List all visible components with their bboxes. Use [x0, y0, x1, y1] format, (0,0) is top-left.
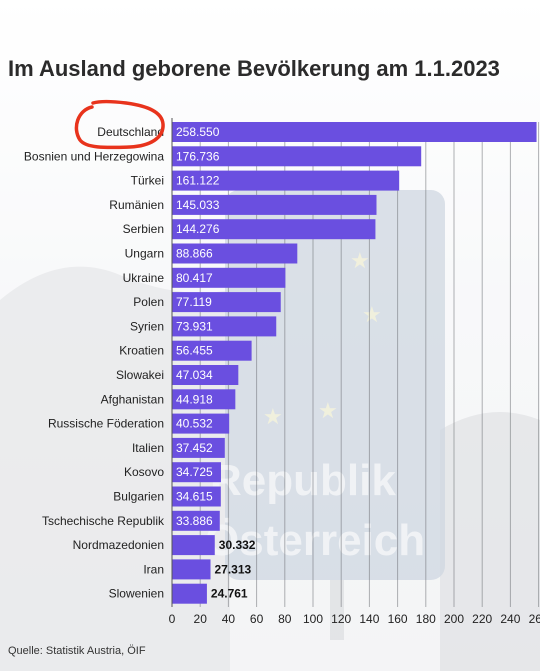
- category-label: Russische Föderation: [48, 417, 164, 431]
- x-tick-label: 120: [331, 612, 351, 626]
- sign-text-line2: Österreich: [205, 516, 425, 565]
- x-tick-label: 60: [250, 612, 264, 626]
- bar: [172, 510, 220, 531]
- category-label: Deutschland: [97, 125, 164, 139]
- category-label: Slowenien: [109, 587, 164, 601]
- bar: [172, 170, 400, 191]
- x-tick-label: 220: [472, 612, 492, 626]
- value-label: 176.736: [176, 149, 220, 163]
- x-tick-label: 80: [278, 612, 292, 626]
- category-label: Ungarn: [125, 247, 164, 261]
- category-label: Bulgarien: [113, 490, 164, 504]
- value-label: 88.866: [176, 247, 213, 261]
- x-tick-label: 20: [194, 612, 208, 626]
- x-tick-label: 240: [500, 612, 520, 626]
- value-label: 37.452: [176, 441, 213, 455]
- value-label: 77.119: [176, 295, 212, 309]
- category-label: Rumänien: [109, 198, 164, 212]
- value-label: 56.455: [176, 344, 213, 358]
- category-label: Türkei: [131, 174, 164, 188]
- bar: [172, 365, 239, 385]
- x-tick-label: 0: [169, 612, 176, 626]
- x-tick-label: 260: [529, 612, 540, 626]
- sign-star-icon: ★: [263, 404, 283, 429]
- category-label: Italien: [132, 441, 164, 455]
- value-label: 80.417: [176, 271, 213, 285]
- category-label: Slowakei: [116, 368, 164, 382]
- value-label: 258.550: [176, 125, 220, 139]
- value-label: 34.615: [176, 490, 213, 504]
- bar: [172, 583, 207, 604]
- category-label: Syrien: [130, 319, 164, 333]
- bar: [172, 292, 281, 313]
- x-tick-label: 200: [444, 612, 464, 626]
- x-tick-label: 180: [416, 612, 436, 626]
- bar: [172, 146, 422, 167]
- bar: [172, 486, 221, 507]
- x-tick-label: 40: [222, 612, 236, 626]
- bar: [172, 535, 215, 556]
- value-label: 161.122: [176, 174, 220, 188]
- source-note: Quelle: Statistik Austria, ÖIF: [8, 645, 146, 657]
- bar: [172, 389, 236, 410]
- bar: [172, 559, 211, 580]
- chart-title: Im Ausland geborene Bevölkerung am 1.1.2…: [8, 56, 500, 81]
- value-label: 33.886: [176, 514, 213, 528]
- category-label: Bosnien und Herzegowina: [24, 149, 164, 163]
- bar: [172, 413, 230, 434]
- x-tick-label: 100: [303, 612, 323, 626]
- sign-star-icon: ★: [318, 398, 338, 423]
- x-tick-label: 160: [388, 612, 408, 626]
- value-label: 27.313: [215, 562, 252, 576]
- value-label: 24.761: [211, 587, 248, 601]
- value-label: 47.034: [176, 368, 213, 382]
- category-label: Kroatien: [119, 344, 164, 358]
- bar: [172, 122, 537, 142]
- bar: [172, 316, 277, 337]
- category-label: Polen: [133, 295, 164, 309]
- value-label: 145.033: [176, 198, 220, 212]
- highlight-circle-annotation: [74, 99, 165, 150]
- bar: [172, 194, 377, 215]
- bar: [172, 437, 225, 458]
- value-label: 30.332: [219, 538, 256, 552]
- value-label: 144.276: [176, 222, 220, 236]
- category-label: Iran: [143, 562, 164, 576]
- category-label: Tschechische Republik: [42, 514, 165, 528]
- sign-post: [330, 580, 344, 640]
- category-label: Ukraine: [123, 271, 165, 285]
- category-label: Serbien: [123, 222, 164, 236]
- category-label: Kosovo: [124, 465, 164, 479]
- category-label: Afghanistan: [101, 392, 164, 406]
- bar: [172, 267, 286, 288]
- category-label: Nordmazedonien: [73, 538, 164, 552]
- bar: [172, 340, 252, 361]
- bar: [172, 462, 221, 483]
- sign-star-icon: ★: [350, 248, 370, 273]
- value-label: 44.918: [176, 392, 213, 406]
- bar: [172, 243, 298, 264]
- value-label: 34.725: [176, 465, 213, 479]
- sign-star-icon: ★: [362, 302, 382, 327]
- sign-text-line1: Republik: [210, 456, 396, 505]
- value-label: 73.931: [176, 319, 213, 333]
- x-tick-label: 140: [359, 612, 379, 626]
- value-label: 40.532: [176, 417, 213, 431]
- hill-right: [440, 412, 540, 671]
- bar: [172, 219, 376, 240]
